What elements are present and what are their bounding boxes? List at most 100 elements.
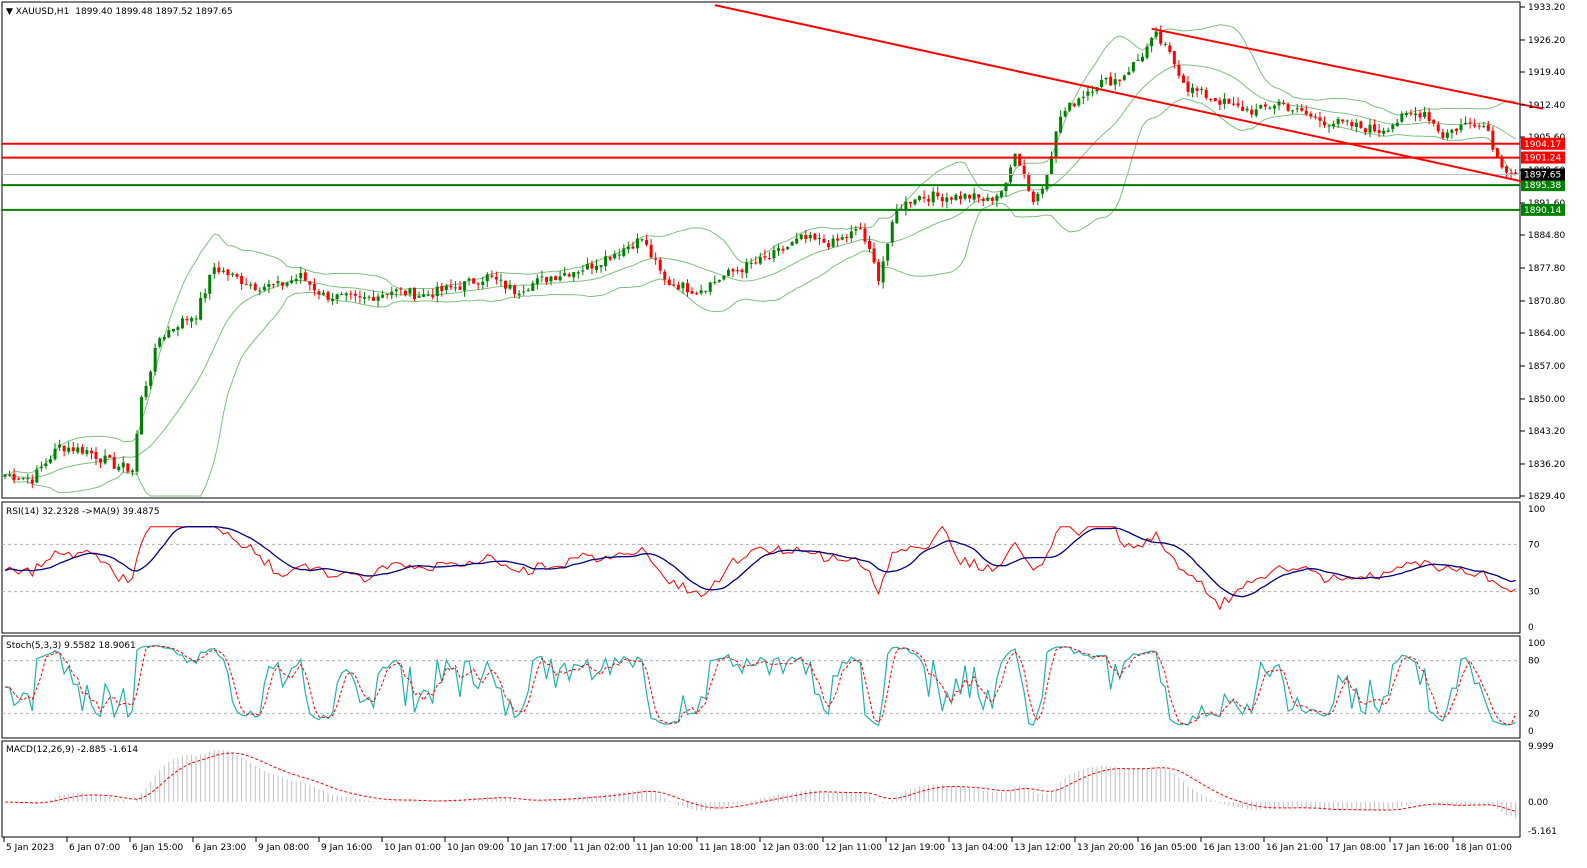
candle-body <box>1013 153 1017 167</box>
candle-body <box>235 274 239 277</box>
candle-body <box>403 290 407 296</box>
candle-body <box>1486 124 1490 131</box>
candle-body <box>740 269 744 273</box>
macd-pane[interactable]: 9.999 0.00 -5.161 MACD(12,26,9) -2.885 -1.… <box>1 740 1557 838</box>
candle-body <box>449 285 453 288</box>
candle-body <box>208 274 212 294</box>
candle-body <box>1181 75 1185 83</box>
candle-body <box>1391 124 1395 130</box>
candle-body <box>1514 172 1518 175</box>
candle-body <box>572 272 576 278</box>
candle-body <box>940 197 944 202</box>
candle-body <box>490 275 494 277</box>
candle-body <box>1145 46 1149 58</box>
candle-body <box>1491 130 1495 150</box>
candle-body <box>772 250 776 259</box>
candle-body <box>854 228 858 231</box>
candle-body <box>1427 112 1431 122</box>
candle-body <box>1368 124 1372 133</box>
candle-body <box>1441 132 1445 138</box>
candle-body <box>1418 113 1422 118</box>
candle-body <box>49 459 52 463</box>
candle-body <box>585 264 589 270</box>
candle-body <box>76 447 80 453</box>
candle-body <box>872 248 876 263</box>
candle-body <box>422 294 426 297</box>
candle-body <box>413 287 416 300</box>
candle-body <box>499 279 503 281</box>
candle-body <box>58 444 62 448</box>
price-tick-label: 1933.20 <box>1528 3 1565 13</box>
candle-body <box>881 261 885 283</box>
candle-body <box>35 469 39 483</box>
rsi-pane[interactable]: 100 70 30 0 RSI(14) 32.2328 ->MA(9) 39.4875 <box>1 501 1545 634</box>
candle-body <box>927 199 931 202</box>
candle-body <box>517 293 521 296</box>
candle-body <box>1423 111 1427 117</box>
candle-body <box>176 327 180 330</box>
macd-signal-polyline <box>4 752 1516 812</box>
candle-body <box>108 455 112 458</box>
collapse-triangle-icon[interactable]: ▼ <box>6 7 16 17</box>
price-pane[interactable]: 1933.201926.201919.401912.401905.601898.… <box>1 1 1565 502</box>
candle-body <box>485 274 489 282</box>
candle-body <box>1172 51 1176 65</box>
candle-body <box>226 269 230 276</box>
candle-body <box>936 192 940 197</box>
candle-body <box>1109 76 1113 86</box>
candle-body <box>312 283 316 291</box>
candle-body <box>567 274 571 277</box>
candle-body <box>822 238 826 243</box>
candle-body <box>30 479 34 484</box>
candle-body <box>1040 188 1044 194</box>
candle-body <box>390 291 394 296</box>
candle-body <box>1141 56 1144 62</box>
candle-body <box>918 196 922 200</box>
candle-body <box>1509 173 1513 175</box>
candle-body <box>558 276 562 281</box>
price-tick-label: 1829.40 <box>1528 492 1565 502</box>
time-tick-label: 5 Jan 2023 <box>6 843 54 853</box>
candle-body <box>1168 45 1172 52</box>
candle-body <box>1200 88 1204 91</box>
candle-body <box>513 285 517 295</box>
candle-body <box>121 462 125 468</box>
candle-body <box>444 285 448 291</box>
candle-body <box>635 238 639 249</box>
candle-body <box>185 318 189 321</box>
candle-body <box>194 318 198 320</box>
candle-body <box>190 318 194 322</box>
candle-body <box>394 289 398 292</box>
stoch-pane[interactable]: 100 80 20 0 Stoch(5,3,3) 9.5582 18.9061 <box>1 635 1545 739</box>
candle-body <box>1090 91 1094 93</box>
level-tag-label: 1904.17 <box>1524 140 1561 150</box>
rsi-tick-label: 70 <box>1528 540 1540 550</box>
candle-body <box>749 263 753 265</box>
candle-body <box>949 197 953 200</box>
candle-body <box>1218 100 1222 105</box>
candle-body <box>71 447 75 452</box>
candle-body <box>1086 91 1090 96</box>
price-tick-label: 1926.20 <box>1528 36 1565 46</box>
candle-body <box>813 233 817 240</box>
candle-body <box>1031 191 1035 203</box>
candle-body <box>362 297 366 299</box>
candle-body <box>831 238 835 247</box>
rsi-lines <box>4 525 1516 611</box>
candle-body <box>1100 80 1104 87</box>
candle-body <box>344 293 348 296</box>
current-price-tag <box>1521 168 1565 181</box>
rsi-header: RSI(14) 32.2328 ->MA(9) 39.4875 <box>6 507 160 517</box>
candle-body <box>244 284 248 286</box>
candle-body <box>1113 79 1117 85</box>
price-tick-label: 1850.00 <box>1528 395 1565 405</box>
candle-body <box>667 279 671 285</box>
candle-body <box>799 234 803 240</box>
candle-body <box>676 284 680 290</box>
stoch-tick-label: 100 <box>1528 639 1545 649</box>
candle-body <box>599 265 603 268</box>
candle-body <box>481 281 485 285</box>
candle-body <box>1154 31 1158 37</box>
candle-body <box>1159 30 1163 44</box>
